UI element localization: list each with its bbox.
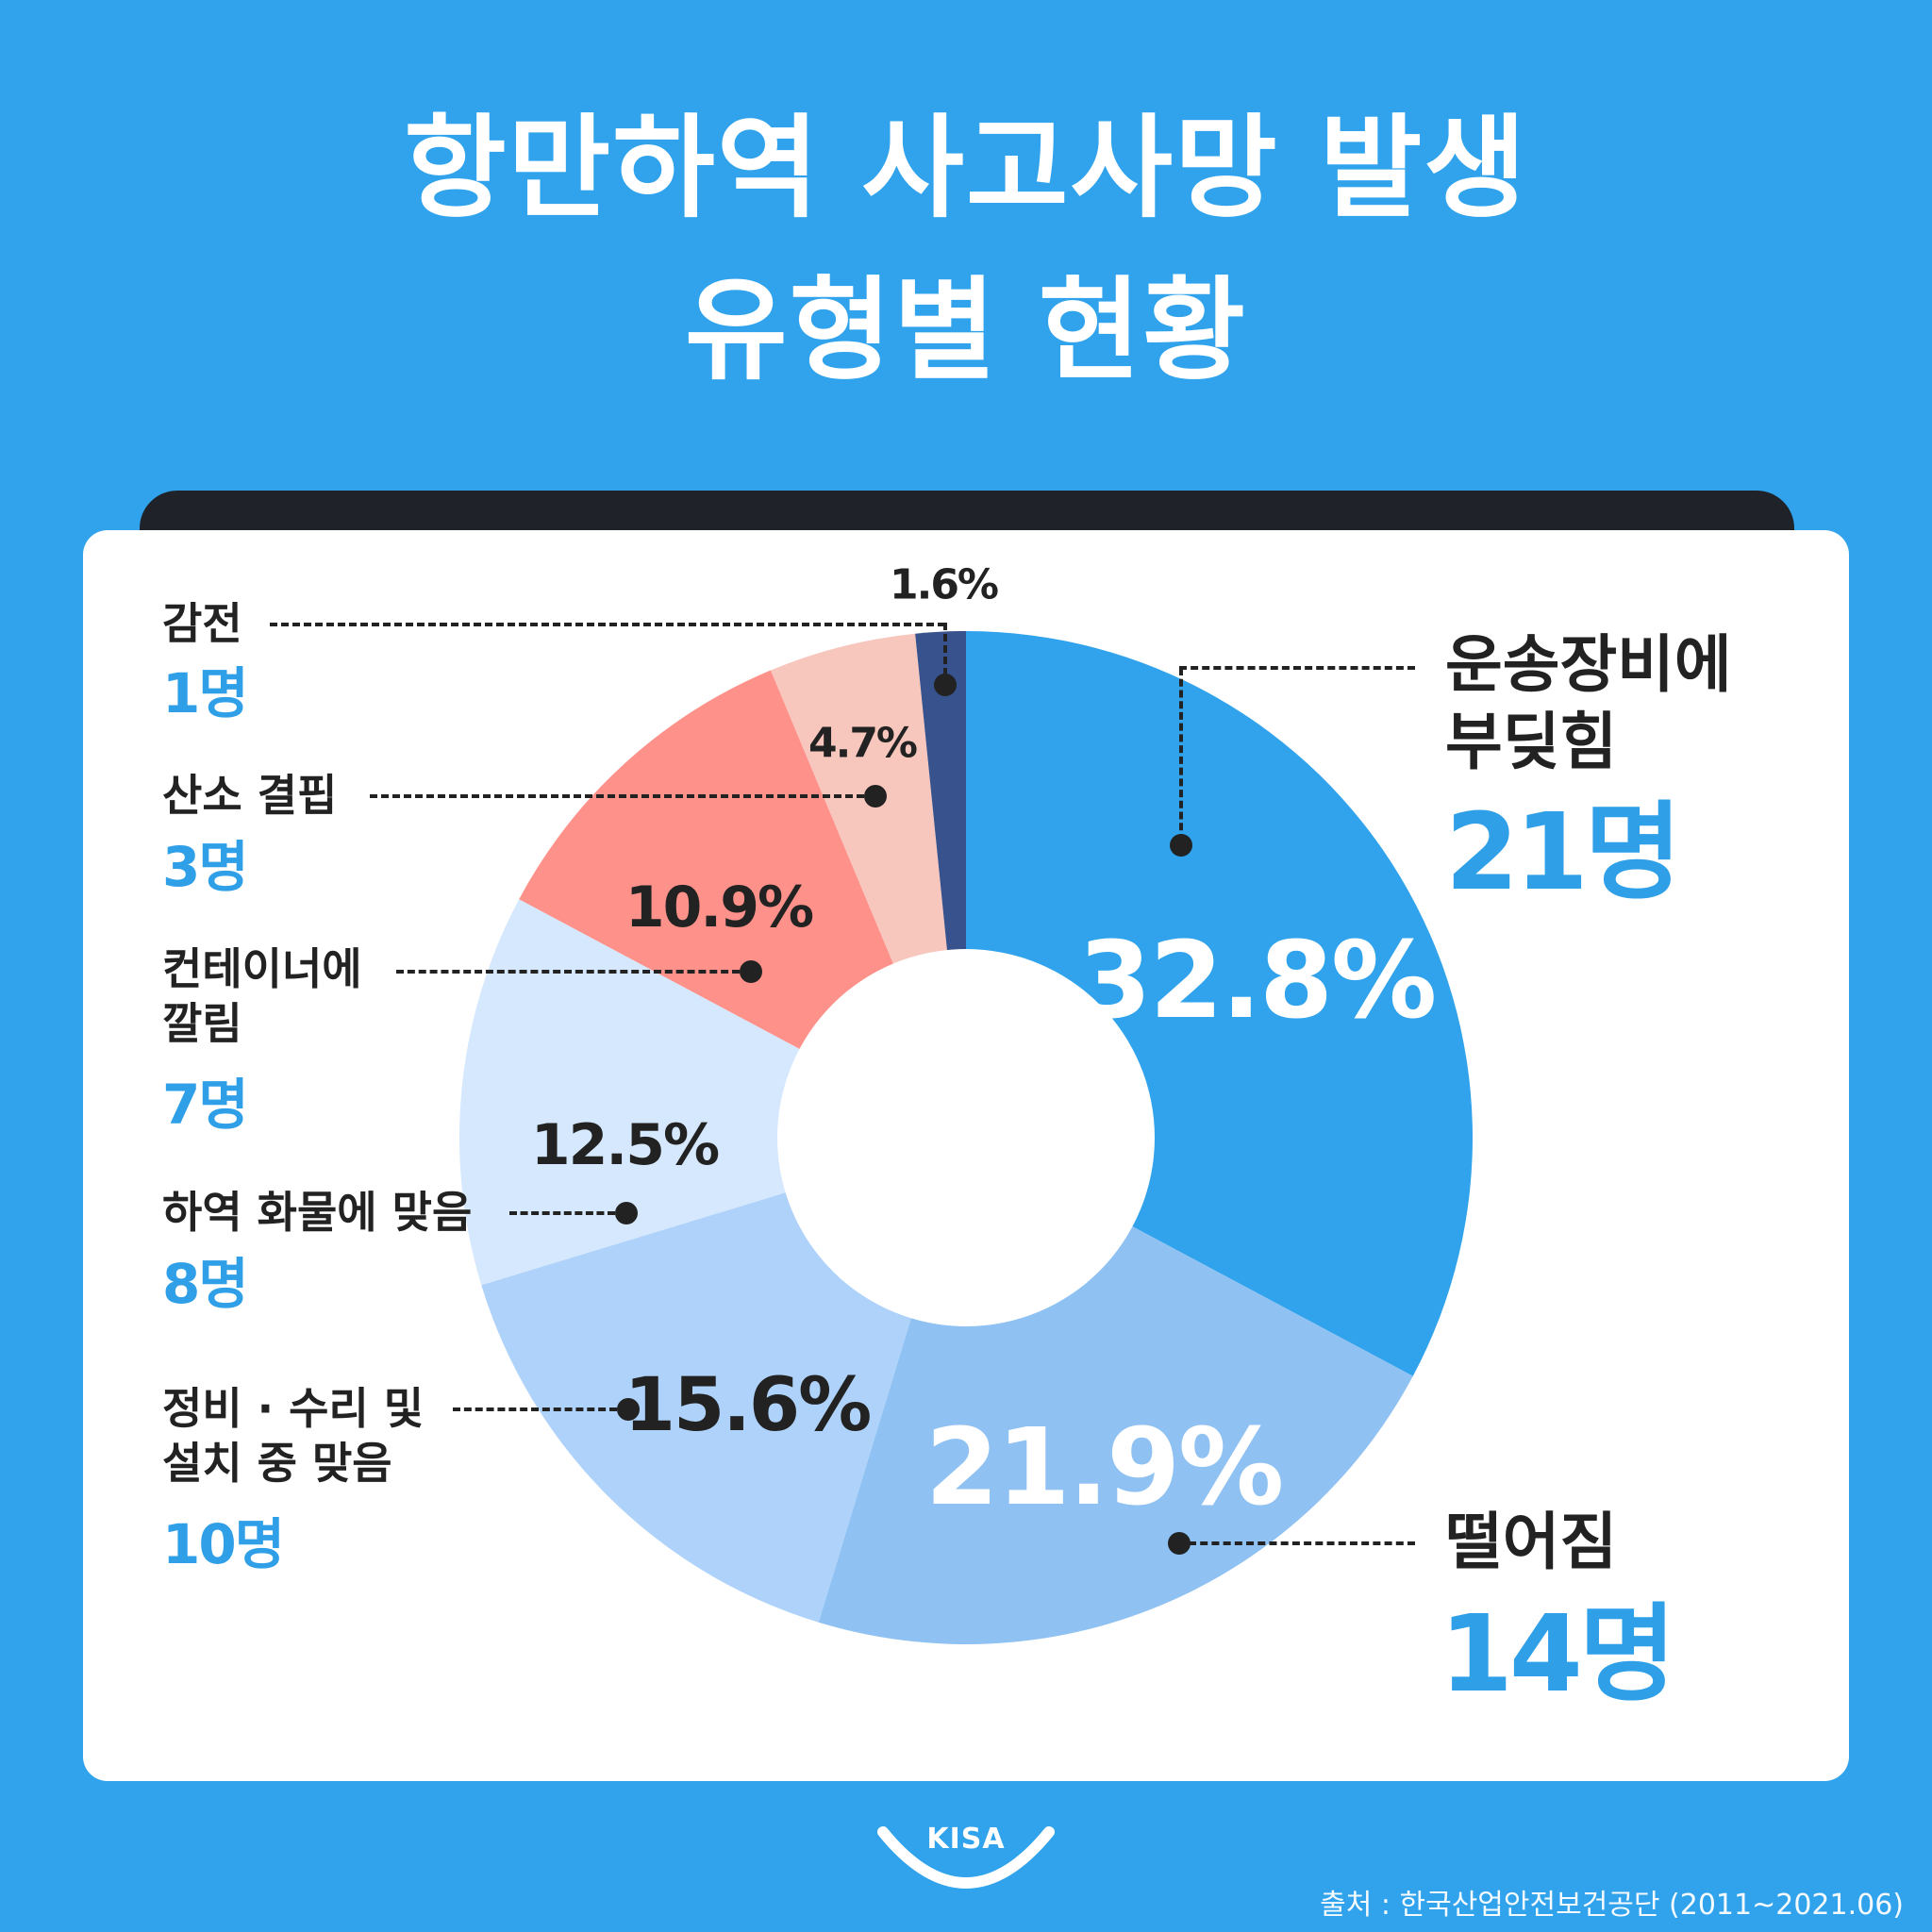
title-line-2: 유형별 현황 <box>685 265 1247 395</box>
logo-text: KISA <box>926 1823 1006 1856</box>
count-oxygen: 3명 <box>162 835 249 899</box>
leader-line-repair <box>453 1407 617 1411</box>
leader-line-oxygen <box>370 794 864 798</box>
title-line-1: 항만하역 사고사망 발생 <box>404 103 1528 233</box>
label-oxygen: 산소 결핍 <box>162 768 337 823</box>
label-transport-line1: 운송장비에 <box>1445 628 1732 701</box>
count-container: 7명 <box>162 1073 249 1137</box>
leader-dot-electric <box>934 674 957 696</box>
label-transport-line2: 부딪힘 <box>1445 706 1618 778</box>
label-repair-line2: 설치 중 맞음 <box>162 1438 392 1489</box>
pct-label-oxygen: 4.7% <box>808 719 918 768</box>
label-cargo-text: 하역 화물에 맞음 <box>162 1187 473 1238</box>
count-electric: 1명 <box>162 661 249 725</box>
leader-line-electric-h <box>270 623 945 626</box>
label-cargo: 하역 화물에 맞음 <box>162 1185 472 1240</box>
slice-cargo <box>459 899 966 1286</box>
label-repair: 정비 · 수리 및 설치 중 맞음 <box>162 1381 424 1491</box>
label-electric: 감전 <box>162 596 242 651</box>
leader-line-cargo <box>509 1211 615 1215</box>
pct-label-electric: 1.6% <box>889 560 999 609</box>
smile-arc-icon <box>877 1826 1055 1889</box>
count-fall: 14명 <box>1440 1593 1676 1716</box>
leader-line-transport-v <box>1179 668 1183 841</box>
pct-label-repair: 15.6% <box>624 1363 873 1448</box>
label-fall: 떨어짐 <box>1445 1504 1617 1581</box>
source-note: 출처 : 한국산업안전보건공단 (2011~2021.06) <box>1320 1889 1904 1922</box>
label-fall-text: 떨어짐 <box>1445 1506 1618 1578</box>
leader-dot-container <box>740 960 762 983</box>
label-container-line1: 컨테이너에 <box>162 943 362 994</box>
pct-label-transport: 32.8% <box>1077 920 1438 1042</box>
label-electric-text: 감전 <box>162 598 242 649</box>
label-container: 컨테이너에 깔림 <box>162 941 362 1051</box>
leader-line-transport-h <box>1179 666 1415 670</box>
label-transport: 운송장비에 부딪힘 <box>1445 626 1732 781</box>
pct-label-fall: 21.9% <box>924 1407 1285 1529</box>
leader-dot-repair <box>617 1398 640 1421</box>
kisa-logo: KISA <box>872 1811 1060 1906</box>
leader-dot-oxygen <box>864 785 887 808</box>
leader-dot-fall <box>1168 1532 1191 1555</box>
count-transport: 21명 <box>1445 791 1682 914</box>
label-container-line2: 깔림 <box>162 998 242 1049</box>
pct-label-cargo: 12.5% <box>530 1112 720 1178</box>
label-repair-line1: 정비 · 수리 및 <box>162 1383 425 1434</box>
leader-line-fall <box>1189 1541 1415 1545</box>
pct-label-container: 10.9% <box>625 874 814 941</box>
donut-hole <box>777 949 1155 1326</box>
leader-line-container <box>396 970 740 974</box>
label-oxygen-text: 산소 결핍 <box>162 770 338 821</box>
page-title: 항만하역 사고사망 발생 유형별 현황 <box>0 87 1932 411</box>
leader-line-electric-v <box>943 623 947 675</box>
count-cargo: 8명 <box>162 1252 249 1316</box>
leader-dot-cargo <box>615 1202 638 1224</box>
count-repair: 10명 <box>162 1512 285 1576</box>
